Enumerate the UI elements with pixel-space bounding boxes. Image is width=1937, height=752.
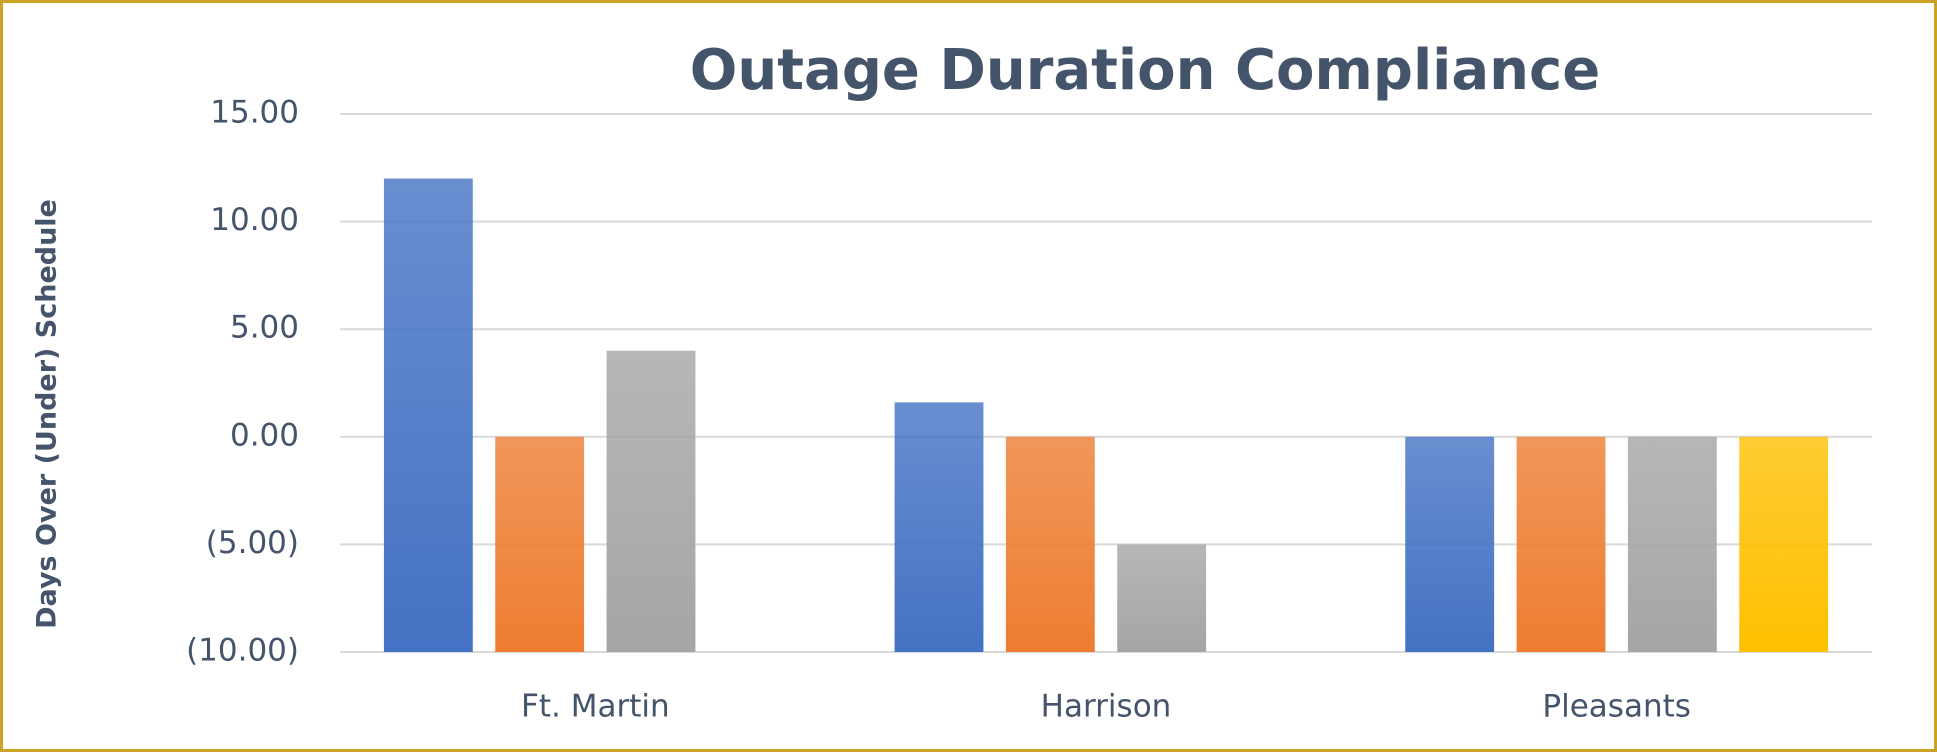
bar: [1117, 544, 1207, 652]
bar: [1516, 436, 1606, 652]
bar: [606, 350, 696, 652]
y-tick-label: 5.00: [230, 310, 299, 346]
x-tick-label: Ft. Martin: [521, 689, 670, 725]
y-tick-label: 10.00: [210, 202, 299, 238]
bar: [1405, 436, 1495, 652]
bar: [383, 178, 473, 652]
bar: [1739, 436, 1829, 652]
y-tick-label: (5.00): [206, 525, 299, 561]
y-tick-label: 0.00: [230, 417, 299, 453]
x-tick-label: Harrison: [1041, 689, 1172, 725]
chart-title: Outage Duration Compliance: [690, 38, 1600, 103]
y-tick-label: 15.00: [210, 95, 299, 131]
x-tick-label: Pleasants: [1542, 689, 1690, 725]
y-tick-label: (10.00): [186, 633, 299, 669]
bar: [1005, 436, 1095, 652]
bar: [894, 402, 984, 652]
bar: [495, 436, 585, 652]
bar: [1627, 436, 1717, 652]
y-axis-title: Days Over (Under) Schedule: [32, 199, 63, 629]
